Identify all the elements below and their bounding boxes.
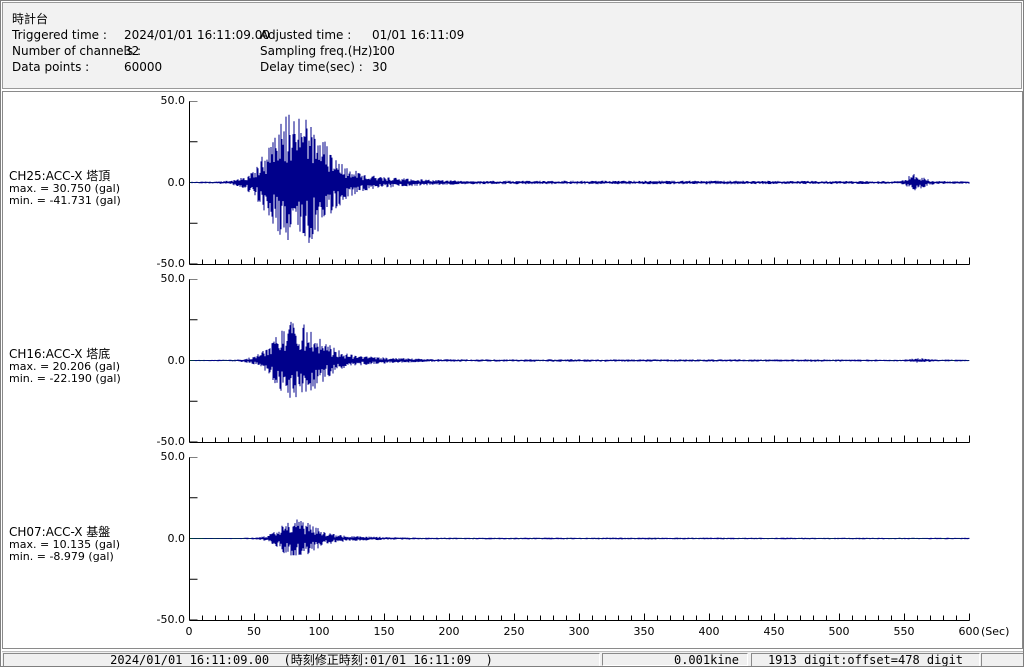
waveform-chart-panel: [2, 91, 1023, 649]
triggered-time-value: 2024/01/01 16:11:09.00: [124, 28, 270, 42]
channel-info-ch07: CH07:ACC-X 基盤 max. = 10.135 (gal) min. =…: [9, 526, 179, 564]
xtick-label: 350: [633, 625, 655, 638]
sampling-freq-label: Sampling freq.(Hz) :: [260, 44, 381, 58]
xtick-label: 500: [828, 625, 850, 638]
delay-time-label: Delay time(sec) :: [260, 60, 363, 74]
channel-min: min. = -22.190 (gal): [9, 372, 121, 385]
waveform-plot-ch16: [189, 279, 970, 443]
num-channels-value: 32: [124, 44, 140, 58]
waveform-plot-ch07: [189, 457, 970, 621]
ytick-label: 0.0: [167, 532, 186, 545]
waveform-plot-ch25: [189, 101, 970, 265]
channel-min: min. = -41.731 (gal): [9, 194, 121, 207]
ytick-label: -50.0: [156, 613, 185, 626]
ytick-label: 0.0: [167, 176, 186, 189]
channel-info-ch25: CH25:ACC-X 塔頂 max. = 30.750 (gal) min. =…: [9, 170, 179, 208]
app-title: 時計台: [12, 12, 49, 26]
ytick-label: -50.0: [156, 257, 185, 270]
channel-name: CH16:ACC-X 塔底: [9, 347, 111, 361]
channel-name: CH25:ACC-X 塔頂: [9, 169, 111, 183]
channel-name: CH07:ACC-X 基盤: [9, 525, 111, 539]
channel-max: max. = 30.750 (gal): [9, 181, 121, 195]
xtick-label: 400: [698, 625, 720, 638]
xtick-label: 50: [247, 625, 261, 638]
status-extra-section: [981, 653, 1023, 666]
adjusted-time-label: Adjusted time :: [260, 28, 352, 42]
xtick-label: 0: [185, 625, 193, 638]
data-points-value: 60000: [124, 60, 163, 74]
channel-min: min. = -8.979 (gal): [9, 550, 114, 563]
xtick-label: 300: [568, 625, 590, 638]
triggered-time-label: Triggered time :: [12, 28, 107, 42]
status-kine-section: 0.001kine: [602, 653, 748, 666]
channel-max: max. = 20.206 (gal): [9, 359, 121, 373]
delay-time-value: 30: [372, 60, 388, 74]
sampling-freq-value: 100: [372, 44, 395, 58]
xtick-label: 100: [308, 625, 330, 638]
xtick-label: 550: [893, 625, 915, 638]
num-channels-label: Number of channels :: [12, 44, 141, 58]
status-bar: 2024/01/01 16:11:09.00 (時刻修正時刻:01/01 16:…: [2, 651, 1023, 666]
channel-max: max. = 10.135 (gal): [9, 537, 121, 551]
xtick-label: 150: [373, 625, 395, 638]
ytick-label: 50.0: [160, 94, 186, 107]
xtick-label: 450: [763, 625, 785, 638]
xtick-label: 200: [438, 625, 460, 638]
xaxis-unit-label: (Sec): [981, 625, 1010, 638]
channel-info-ch16: CH16:ACC-X 塔底 max. = 20.206 (gal) min. =…: [9, 348, 179, 386]
ytick-label: 0.0: [167, 354, 186, 367]
xtick-label: 250: [503, 625, 525, 638]
ytick-label: -50.0: [156, 435, 185, 448]
xtick-label: 600: [958, 625, 980, 638]
status-time-section: 2024/01/01 16:11:09.00 (時刻修正時刻:01/01 16:…: [3, 653, 600, 666]
ytick-label: 50.0: [160, 450, 186, 463]
info-panel: 時計台 Triggered time : 2024/01/01 16:11:09…: [2, 2, 1022, 89]
adjusted-time-value: 01/01 16:11:09: [372, 28, 465, 42]
data-points-label: Data points :: [12, 60, 90, 74]
ytick-label: 50.0: [160, 272, 186, 285]
status-digit-section: 1913 digit:offset=478 digit: [751, 653, 980, 666]
